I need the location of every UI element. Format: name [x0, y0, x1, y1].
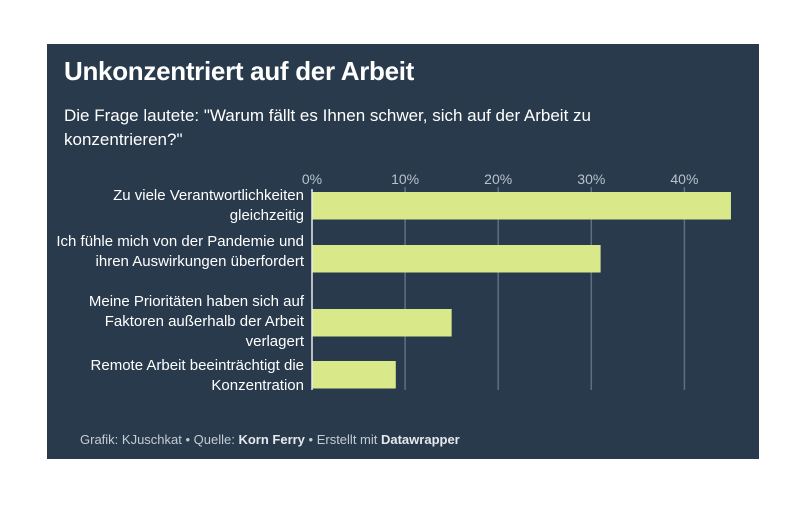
- tick-label: 20%: [484, 171, 512, 187]
- category-label: Meine Prioritäten haben sich auf Faktore…: [88, 293, 304, 350]
- bar: [312, 309, 452, 337]
- bar: [312, 361, 396, 389]
- category-label: Zu viele Verantwortlichkeiten gleichzeit…: [113, 187, 304, 224]
- category-label: Ich fühle mich von der Pandemie und ihre…: [56, 233, 304, 270]
- chart-panel: Unkonzentriert auf der Arbeit Die Frage …: [47, 44, 759, 459]
- chart-subtitle: Die Frage lautete: "Warum fällt es Ihnen…: [64, 106, 591, 149]
- bar-chart: 0% 10% 20% 30% 40%: [302, 171, 731, 390]
- category-label: Remote Arbeit beeinträchtigt die Konzent…: [90, 357, 304, 394]
- bar: [312, 245, 601, 273]
- chart-title: Unkonzentriert auf der Arbeit: [64, 56, 415, 86]
- tick-label: 40%: [670, 171, 698, 187]
- tick-label: 30%: [577, 171, 605, 187]
- footer-tool: Datawrapper: [380, 432, 460, 447]
- footer-source: Korn Ferry: [238, 432, 305, 447]
- tick-label: 10%: [391, 171, 419, 187]
- footer-credit: Grafik: KJuschkat • Quelle:: [80, 432, 239, 447]
- footer: Grafik: KJuschkat • Quelle: Korn Ferry •…: [80, 432, 460, 447]
- footer-made-with: • Erstellt mit: [304, 432, 381, 447]
- bar: [312, 192, 731, 220]
- tick-label: 0%: [302, 171, 322, 187]
